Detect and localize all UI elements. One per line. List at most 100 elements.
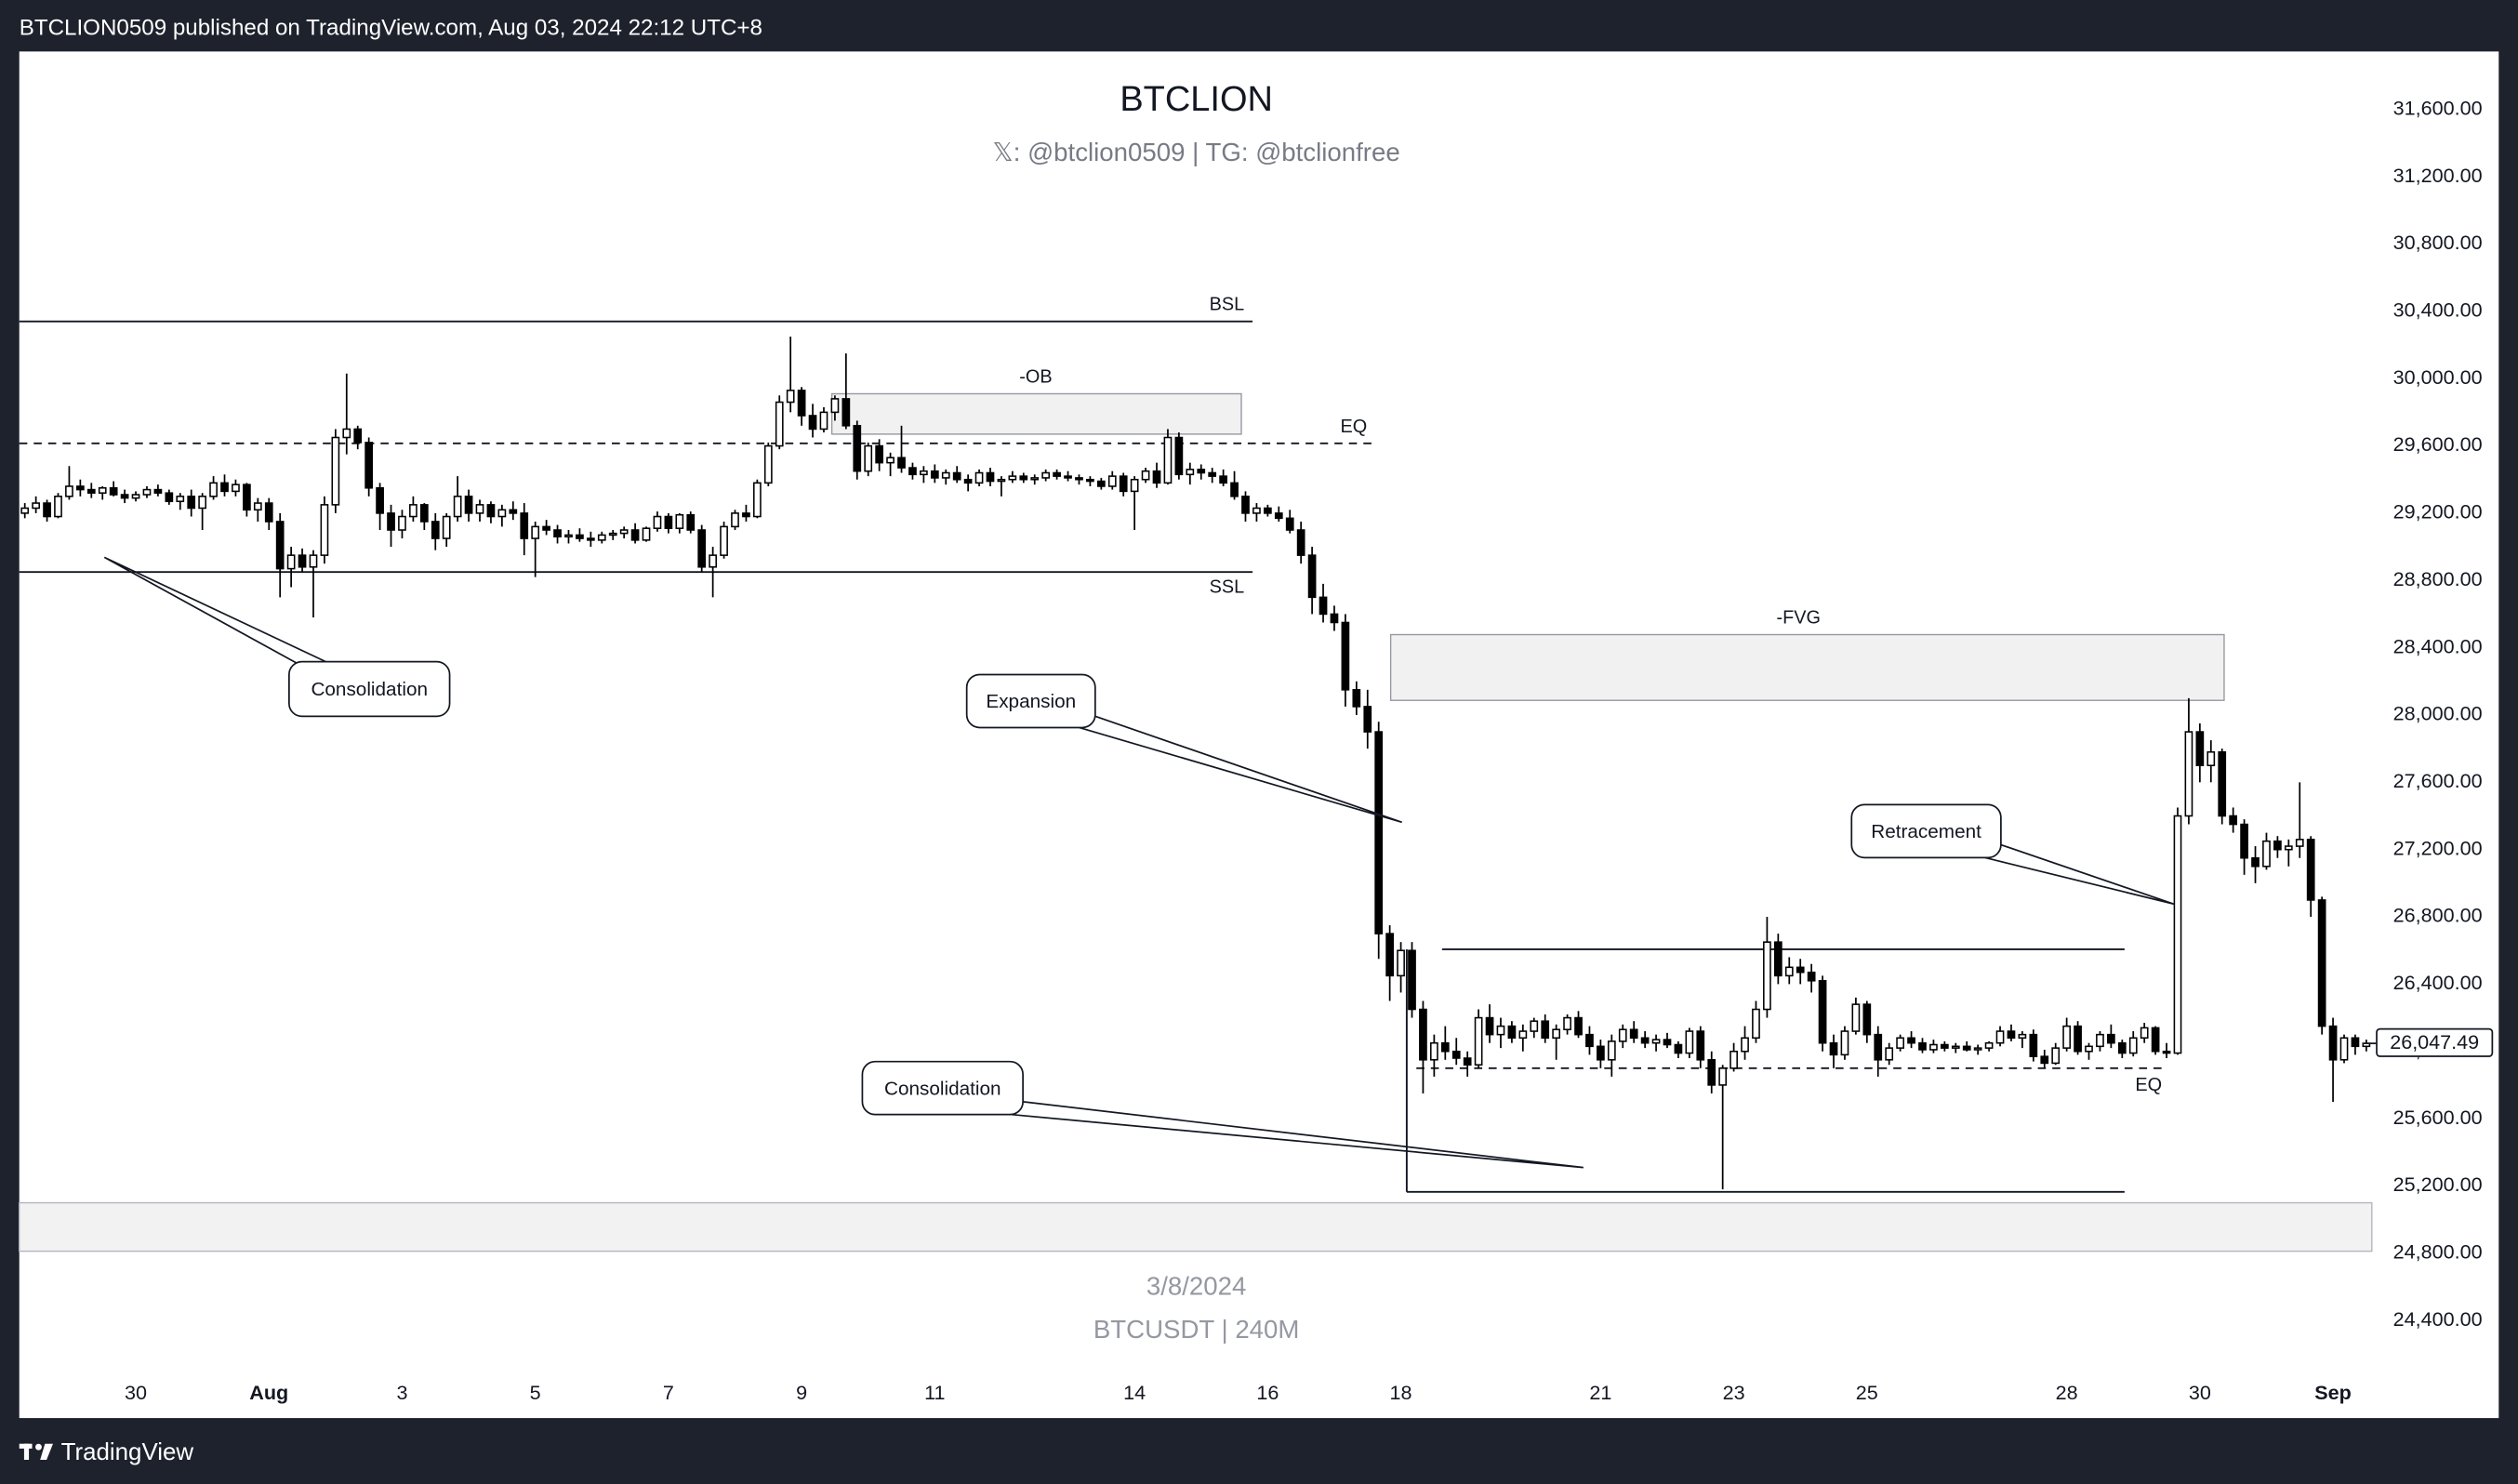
candle-body bbox=[20, 507, 30, 514]
candle-body bbox=[1374, 731, 1384, 934]
candle-body bbox=[986, 471, 995, 483]
candle-body bbox=[1552, 1028, 1561, 1040]
candle-body bbox=[619, 529, 629, 535]
zone bbox=[1389, 633, 2225, 701]
candle-body bbox=[1274, 512, 1283, 520]
candle-body bbox=[209, 482, 218, 497]
candle-body bbox=[797, 390, 806, 417]
candle-body bbox=[2273, 840, 2282, 851]
candle-body bbox=[486, 504, 496, 518]
candle-body bbox=[864, 444, 873, 472]
candle-body bbox=[608, 532, 617, 537]
candle-body bbox=[1397, 949, 1405, 977]
callout-label: Retracement bbox=[1871, 821, 1981, 842]
candle-body bbox=[1296, 529, 1305, 556]
y-tick-label: 31,600.00 bbox=[2393, 96, 2483, 119]
callout-pointer bbox=[1011, 1100, 1584, 1169]
tv-logo bbox=[19, 1443, 53, 1460]
candle-body bbox=[320, 504, 329, 556]
candle-body bbox=[808, 415, 817, 431]
candle-body bbox=[653, 515, 662, 529]
candle-body bbox=[1385, 933, 1394, 977]
candle-body bbox=[1729, 1050, 1738, 1069]
candle-body bbox=[1096, 480, 1106, 487]
candle-body bbox=[32, 502, 40, 510]
candle-body bbox=[1995, 1030, 2005, 1044]
candle-body bbox=[2351, 1037, 2360, 1048]
candle-body bbox=[2195, 731, 2205, 767]
candle-body bbox=[875, 444, 884, 464]
y-tick-label: 29,600.00 bbox=[2393, 432, 2483, 456]
y-tick-label: 26,400.00 bbox=[2393, 971, 2483, 994]
candle-body bbox=[1008, 475, 1017, 481]
footer-brand: TradingView bbox=[61, 1439, 194, 1465]
level-label: BSL bbox=[1210, 295, 1245, 315]
candle-body bbox=[409, 504, 417, 518]
candle-body bbox=[542, 525, 550, 531]
candle-body bbox=[464, 496, 473, 514]
candle-body bbox=[1019, 475, 1028, 481]
candle-body bbox=[1363, 706, 1372, 733]
candle-body bbox=[1840, 1030, 1849, 1056]
candle-body bbox=[109, 486, 118, 496]
last-price-label: 26,047.49 bbox=[2390, 1030, 2479, 1053]
candle-body bbox=[1086, 478, 1094, 483]
x-tick-label: 28 bbox=[2056, 1381, 2078, 1404]
candle-body bbox=[2128, 1037, 2138, 1054]
candle-body bbox=[2074, 1025, 2082, 1053]
candle-body bbox=[2140, 1027, 2149, 1040]
candle-body bbox=[1563, 1016, 1571, 1031]
zone bbox=[830, 392, 1242, 435]
candle-body bbox=[2317, 899, 2326, 1027]
candle-body bbox=[2284, 845, 2293, 851]
candle-body bbox=[1141, 470, 1150, 481]
candle-body bbox=[1651, 1039, 1661, 1044]
level-label: SSL bbox=[1210, 577, 1245, 598]
candle-body bbox=[2251, 856, 2260, 868]
candle-body bbox=[675, 513, 684, 529]
x-tick-label: 18 bbox=[1390, 1381, 1412, 1404]
candle-body bbox=[187, 496, 196, 510]
candle-body bbox=[2339, 1037, 2349, 1061]
candle-body bbox=[908, 467, 917, 476]
chart-title: BTCLION bbox=[1120, 80, 1273, 119]
watermark-date: 3/8/2024 bbox=[1146, 1271, 1247, 1300]
candle-body bbox=[2029, 1033, 2038, 1057]
x-tick-label: 5 bbox=[530, 1381, 541, 1404]
candle-body bbox=[1752, 1008, 1760, 1040]
candle-body bbox=[2173, 815, 2182, 1054]
y-tick-label: 30,400.00 bbox=[2393, 298, 2483, 322]
candle-body bbox=[1307, 554, 1317, 599]
callout-box bbox=[1850, 803, 2002, 859]
candle-body bbox=[243, 484, 251, 511]
candle-body bbox=[1440, 1041, 1450, 1053]
y-tick-label: 30,000.00 bbox=[2393, 365, 2483, 389]
callout-pointer bbox=[1984, 843, 2175, 906]
candle-body bbox=[564, 534, 573, 538]
candle-body bbox=[54, 496, 62, 518]
candle-body bbox=[1585, 1033, 1594, 1048]
y-tick-label: 28,400.00 bbox=[2393, 634, 2483, 657]
candle-body bbox=[1507, 1025, 1517, 1040]
candle-body bbox=[1973, 1047, 1982, 1051]
candle-body bbox=[753, 482, 762, 518]
candle-body bbox=[1174, 436, 1184, 476]
candle-body bbox=[1319, 596, 1328, 616]
candle-body bbox=[731, 512, 739, 528]
candle-body bbox=[2218, 750, 2227, 817]
candle-body bbox=[65, 485, 73, 497]
candle-body bbox=[1330, 613, 1339, 624]
watermark-symbol: BTCUSDT | 240M bbox=[1093, 1315, 1300, 1344]
y-tick-label: 27,600.00 bbox=[2393, 769, 2483, 792]
y-tick-label: 24,800.00 bbox=[2393, 1240, 2483, 1264]
candle-body bbox=[153, 488, 163, 494]
candle-body bbox=[1629, 1028, 1638, 1040]
y-tick-label: 28,800.00 bbox=[2393, 567, 2483, 590]
candle-body bbox=[1064, 475, 1072, 479]
candle-body bbox=[253, 502, 262, 511]
candle-body bbox=[1896, 1037, 1904, 1049]
candle-body bbox=[419, 504, 429, 523]
candle-body bbox=[1796, 966, 1805, 974]
x-tick-label: 30 bbox=[2189, 1381, 2211, 1404]
candle-body bbox=[1186, 469, 1195, 476]
